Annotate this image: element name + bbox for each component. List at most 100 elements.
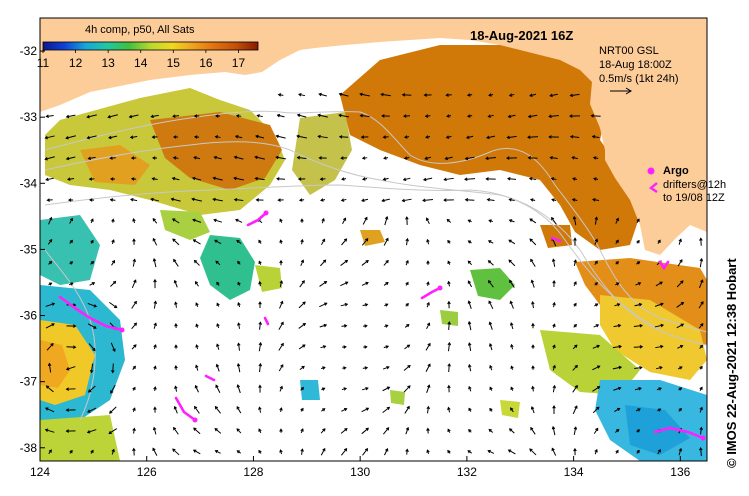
current-vector (361, 427, 369, 435)
current-vector (45, 407, 55, 413)
current-vector-head (174, 344, 178, 348)
current-vector-head (212, 197, 216, 202)
current-vector (237, 384, 241, 394)
current-vector-head (132, 238, 136, 242)
current-vector-head (172, 238, 176, 242)
current-vector-head (488, 279, 492, 284)
current-vector-head (153, 386, 157, 390)
y-tick-label: -38 (20, 441, 38, 455)
current-vector-head (465, 135, 470, 140)
current-vector-head (659, 281, 663, 285)
current-vector (45, 135, 55, 139)
current-vector-head (301, 365, 305, 370)
imos-credit: © IMOS 22-Aug-2021 12:38 Hobart (724, 258, 739, 468)
current-vector (319, 302, 327, 308)
current-vector-head (254, 176, 258, 181)
current-vector-head (679, 344, 684, 349)
current-vector-head (338, 92, 343, 97)
current-vector (259, 322, 261, 330)
current-vector (90, 363, 94, 373)
current-vector-head (507, 449, 512, 453)
current-vector-head (302, 344, 306, 348)
current-vector (448, 363, 450, 373)
y-tick-label: -34 (20, 176, 38, 190)
current-vector-head (406, 323, 410, 328)
current-vector-head (660, 344, 664, 349)
current-vector-head (405, 448, 409, 453)
current-vector (698, 301, 704, 309)
current-vector-head (531, 385, 535, 390)
current-vector-head (343, 238, 348, 242)
current-vector-head (508, 93, 513, 97)
x-tick-label: 130 (350, 465, 370, 479)
current-vector (276, 135, 286, 139)
current-vector-head (639, 323, 644, 328)
current-vector-head (320, 198, 324, 202)
current-vector-head (489, 364, 493, 369)
current-vector (423, 177, 433, 181)
current-vector-head (109, 410, 113, 414)
current-vector-head (401, 198, 406, 203)
current-vector (572, 156, 578, 160)
current-vector (88, 385, 96, 393)
current-vector-head (44, 428, 49, 432)
current-vector (422, 198, 434, 202)
current-vector-head (256, 114, 260, 118)
current-vector-head (343, 447, 348, 452)
current-vector (234, 156, 244, 160)
current-vector-head (636, 449, 640, 454)
current-vector-head (617, 407, 621, 411)
current-vector-head (216, 343, 220, 347)
current-vector-head (615, 261, 620, 265)
current-vector-head (487, 449, 491, 454)
current-vector (488, 300, 494, 310)
current-vector (444, 177, 454, 181)
current-vector (570, 93, 580, 97)
current-vector-head (258, 301, 262, 305)
current-vector (341, 408, 347, 412)
current-vector-head (152, 217, 156, 222)
current-vector (131, 322, 137, 330)
current-vector-head (150, 197, 154, 202)
current-vector (592, 345, 600, 349)
current-vector (510, 301, 514, 309)
current-vector-head (527, 114, 532, 119)
current-vector-head (132, 447, 136, 452)
current-vector (362, 217, 368, 225)
current-vector-head (275, 134, 280, 139)
current-vector-head (699, 426, 703, 431)
current-vector-head (571, 156, 575, 160)
current-vector-head (237, 260, 241, 265)
current-vector-head (365, 259, 369, 264)
current-vector-head (426, 238, 430, 243)
current-vector (549, 114, 559, 118)
current-vector-head (552, 364, 556, 369)
current-vector (339, 93, 349, 97)
current-vector-head (467, 219, 472, 223)
current-vector-head (49, 216, 53, 221)
current-vector-head (322, 238, 326, 242)
current-vector-head (193, 114, 198, 118)
current-vector (570, 136, 580, 138)
current-vector-head (216, 302, 220, 307)
colorbar-ticks: 11 12 13 14 15 16 17 (37, 50, 245, 70)
current-vector-head (386, 406, 391, 411)
current-vector (529, 177, 537, 181)
current-vector-head (150, 114, 154, 119)
current-vector (426, 385, 430, 393)
current-vector (551, 448, 557, 456)
current-vector (276, 178, 286, 180)
current-vector-head (485, 177, 489, 181)
current-vector (193, 239, 201, 245)
current-vector (131, 301, 137, 309)
current-vector-head (93, 325, 97, 329)
current-vector (213, 198, 223, 202)
current-vector-head (531, 322, 535, 327)
current-vector (341, 448, 347, 456)
current-vector-head (129, 198, 134, 202)
argo-legend: Argo drifters@12h to 19/08 12Z (647, 165, 726, 204)
current-vector-head (152, 257, 157, 262)
current-vector-head (192, 239, 197, 243)
current-vector-head (529, 218, 533, 222)
drifter-label: drifters@12h (663, 179, 726, 191)
